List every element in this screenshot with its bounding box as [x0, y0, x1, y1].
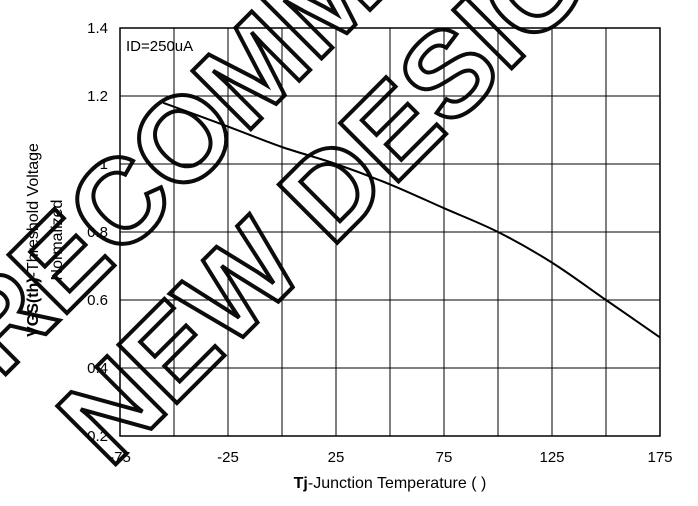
y-axis-title-line2: Normalized: [49, 200, 66, 281]
y-axis-title-rest: -Threshold Voltage: [25, 143, 42, 277]
series-layer: [162, 101, 661, 339]
y-axis-title: VGS(th)-Threshold Voltage: [25, 143, 42, 337]
y-tick-label: 0.8: [87, 224, 108, 241]
y-axis-title-bold: VGS(th): [25, 277, 42, 337]
watermark: NEW DESIGN RECOMMEND: [0, 0, 677, 490]
x-tick-label: 25: [328, 449, 345, 466]
y-tick-label: 1.2: [87, 88, 108, 105]
y-tick-label: 0.4: [87, 360, 108, 377]
x-tick-labels: -75 -25 25 75 125 175: [109, 449, 672, 466]
x-tick-label: 75: [436, 449, 453, 466]
x-axis-title: Tj-Junction Temperature ( ): [294, 475, 487, 492]
x-tick-label: -75: [109, 449, 131, 466]
y-tick-label: 1: [100, 156, 108, 173]
y-tick-label: 1.4: [87, 20, 108, 37]
y-tick-labels: 0.2 0.4 0.6 0.8 1 1.2 1.4: [87, 20, 108, 445]
x-tick-label: -25: [217, 449, 239, 466]
plot-frame: [119, 27, 661, 437]
x-tick-label: 175: [647, 449, 672, 466]
y-tick-label: 0.6: [87, 292, 108, 309]
x-tick-label: 125: [539, 449, 564, 466]
series-line-0: [162, 101, 661, 339]
x-axis-title-bold: Tj: [294, 475, 308, 492]
x-axis-title-rest: -Junction Temperature ( ): [308, 475, 486, 492]
grid: [120, 28, 660, 436]
y-tick-label: 0.2: [87, 428, 108, 445]
annotation-label: ID=250uA: [126, 38, 193, 55]
